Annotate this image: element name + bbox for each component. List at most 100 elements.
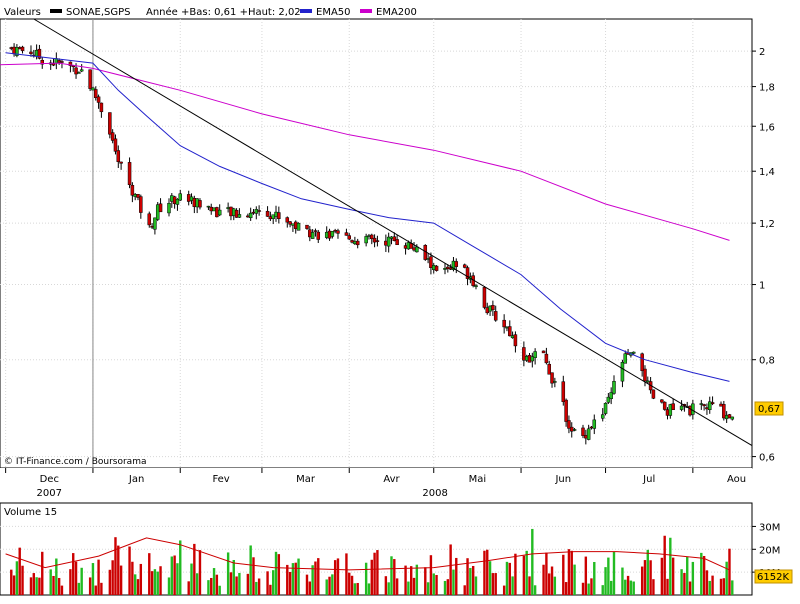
volume-bar bbox=[528, 576, 531, 595]
volume-bar bbox=[373, 552, 376, 595]
candle-body bbox=[502, 319, 506, 328]
volume-bar bbox=[215, 574, 219, 595]
volume-bar bbox=[12, 575, 16, 595]
volume-bar bbox=[660, 557, 664, 595]
candle-body bbox=[668, 404, 673, 416]
volume-bars bbox=[10, 528, 734, 595]
volume-bar bbox=[486, 549, 489, 595]
volume-bar bbox=[612, 551, 616, 595]
chart-header: Valeurs SONAE,SGPS Année +Bas: 0,61 +Hau… bbox=[4, 6, 417, 18]
values-label: Valeurs bbox=[4, 7, 41, 18]
price-tick-label: 1,2 bbox=[759, 219, 775, 230]
volume-bar bbox=[277, 554, 281, 595]
volume-bar bbox=[643, 560, 647, 595]
volume-bar bbox=[545, 552, 548, 595]
volume-bar bbox=[669, 537, 672, 595]
volume-tick-label: 20M bbox=[759, 545, 780, 556]
volume-bar bbox=[376, 550, 379, 595]
candle-body bbox=[434, 265, 439, 271]
candle-body bbox=[386, 236, 391, 247]
volume-bar bbox=[91, 563, 95, 595]
candle-body bbox=[364, 236, 368, 244]
candle-body bbox=[189, 196, 194, 201]
candle-body bbox=[37, 48, 42, 59]
year-range-label: Année +Bas: 0,61 +Haut: 2,02 bbox=[146, 6, 301, 18]
volume-bar bbox=[150, 571, 154, 595]
candle-body bbox=[719, 403, 723, 407]
candle-body bbox=[296, 222, 301, 231]
volume-bar bbox=[466, 558, 469, 595]
candle-body bbox=[288, 221, 292, 225]
volume-bar bbox=[393, 559, 396, 595]
candle-body bbox=[665, 409, 670, 416]
candle-body bbox=[403, 245, 408, 249]
volume-bar bbox=[207, 580, 210, 595]
candle-body bbox=[367, 235, 371, 237]
volume-bar bbox=[686, 556, 689, 595]
volume-bar bbox=[52, 575, 55, 595]
candle-body bbox=[74, 67, 78, 75]
volume-bar bbox=[548, 573, 551, 595]
candle-body bbox=[485, 307, 490, 314]
candle-body bbox=[257, 210, 261, 212]
volume-bar bbox=[170, 556, 174, 595]
candle-body bbox=[606, 396, 611, 403]
volume-bar bbox=[15, 561, 19, 595]
candle-body bbox=[727, 414, 732, 419]
candle-body bbox=[372, 237, 377, 243]
candle-body bbox=[147, 213, 152, 226]
volume-bar bbox=[187, 581, 190, 595]
candle-body bbox=[392, 236, 397, 242]
candle-body bbox=[96, 96, 101, 103]
candle-body bbox=[710, 402, 715, 405]
volume-bar bbox=[370, 559, 373, 595]
candle-body bbox=[232, 208, 236, 216]
candle-body bbox=[446, 266, 450, 269]
candle-body bbox=[34, 49, 39, 57]
volume-bar bbox=[148, 553, 151, 595]
volume-bar bbox=[345, 553, 348, 595]
volume-bar bbox=[139, 563, 143, 595]
volume-bar bbox=[533, 585, 537, 595]
volume-bar bbox=[652, 579, 655, 595]
volume-bar bbox=[446, 579, 450, 595]
volume-bar bbox=[55, 558, 58, 595]
month-label: Mar bbox=[296, 474, 316, 485]
candle-body bbox=[569, 426, 574, 432]
candle-body bbox=[305, 224, 309, 229]
volume-bar bbox=[522, 555, 526, 595]
volume-bar bbox=[491, 573, 495, 595]
volume-bar bbox=[649, 560, 652, 595]
volume-bar bbox=[581, 582, 585, 595]
candle-body bbox=[153, 217, 157, 230]
volume-bar bbox=[621, 567, 624, 595]
last-price-badge bbox=[754, 401, 784, 416]
volume-bar bbox=[38, 577, 41, 595]
volume-bar bbox=[683, 572, 686, 595]
candlesticks bbox=[9, 43, 735, 445]
volume-bar bbox=[702, 555, 706, 595]
year-label: 2008 bbox=[422, 488, 447, 499]
month-label: Aou bbox=[727, 474, 746, 485]
volume-bar bbox=[328, 576, 331, 595]
volume-bar bbox=[271, 570, 275, 595]
volume-bar bbox=[193, 543, 196, 595]
volume-bar bbox=[317, 558, 320, 595]
volume-bar bbox=[666, 578, 669, 595]
volume-bar bbox=[311, 565, 314, 595]
candle-body bbox=[429, 256, 433, 269]
candle-body bbox=[699, 403, 704, 405]
candle-body bbox=[730, 416, 735, 420]
volume-bar bbox=[218, 585, 221, 595]
volume-bar bbox=[288, 571, 292, 595]
volume-bar bbox=[133, 574, 137, 595]
volume-bar bbox=[325, 579, 328, 595]
volume-bar bbox=[700, 552, 703, 595]
price-tick-label: 1 bbox=[759, 281, 765, 292]
candle-body bbox=[212, 207, 216, 212]
candle-body bbox=[350, 240, 354, 243]
candle-body bbox=[99, 102, 104, 113]
candle-body bbox=[513, 334, 518, 347]
candle-body bbox=[431, 265, 436, 270]
candle-body bbox=[285, 217, 290, 223]
